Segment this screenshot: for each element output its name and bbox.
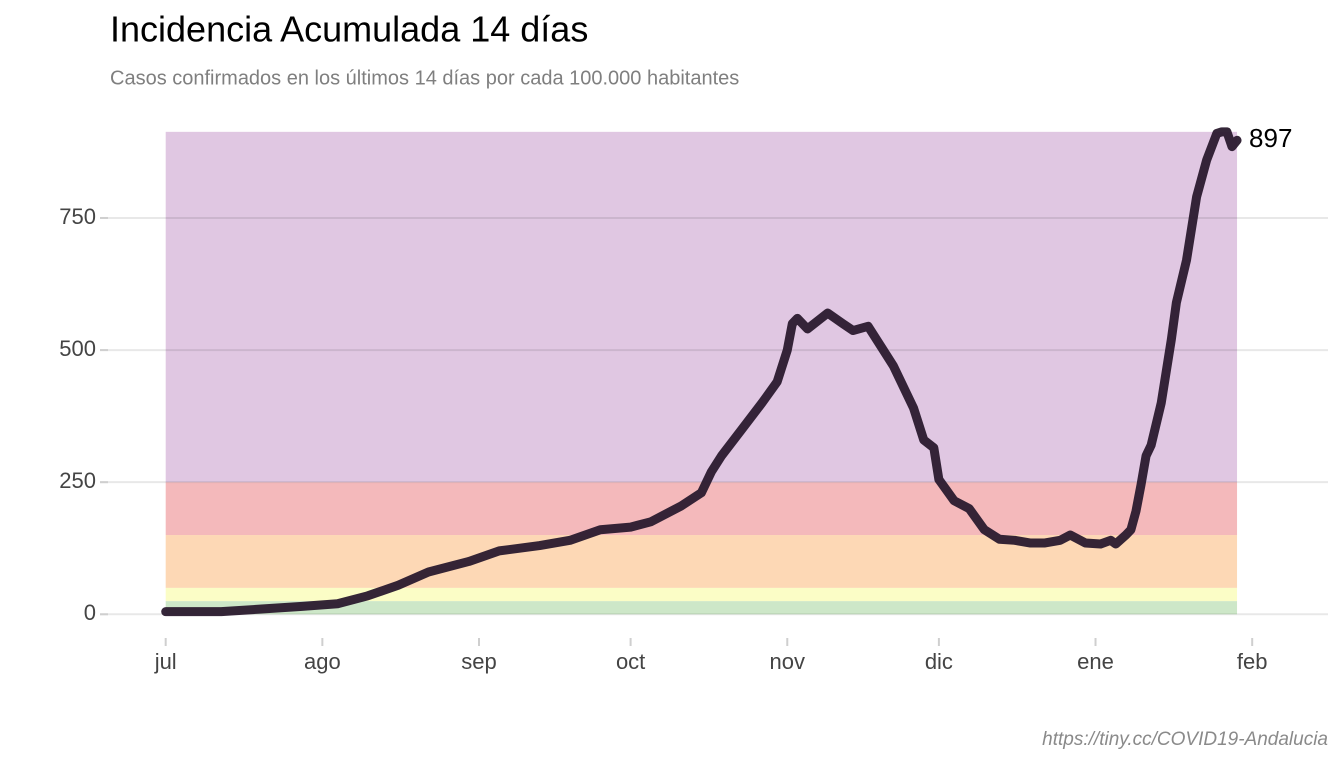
x-tick-label: feb: [1237, 649, 1268, 674]
chart-title: Incidencia Acumulada 14 días: [110, 9, 588, 50]
y-tick-label: 250: [59, 468, 96, 493]
x-tick-label: sep: [461, 649, 496, 674]
y-tick-label: 750: [59, 204, 96, 229]
x-tick-label: jul: [154, 649, 177, 674]
chart-subtitle: Casos confirmados en los últimos 14 días…: [110, 67, 739, 89]
threshold-band: [165, 601, 1238, 615]
data-line: [161, 127, 1242, 617]
x-tick-label: dic: [925, 649, 953, 674]
x-tick-label: ago: [304, 649, 341, 674]
caption: https://tiny.cc/COVID19-Andalucia: [1042, 729, 1328, 750]
y-tick-label: 500: [59, 336, 96, 361]
threshold-band: [165, 587, 1238, 602]
y-tick-label: 0: [84, 600, 96, 625]
x-tick-label: ene: [1077, 649, 1114, 674]
x-tick-label: oct: [616, 649, 645, 674]
threshold-band: [165, 131, 1238, 483]
end-value-label: 897: [1249, 123, 1292, 153]
x-tick-label: nov: [770, 649, 805, 674]
